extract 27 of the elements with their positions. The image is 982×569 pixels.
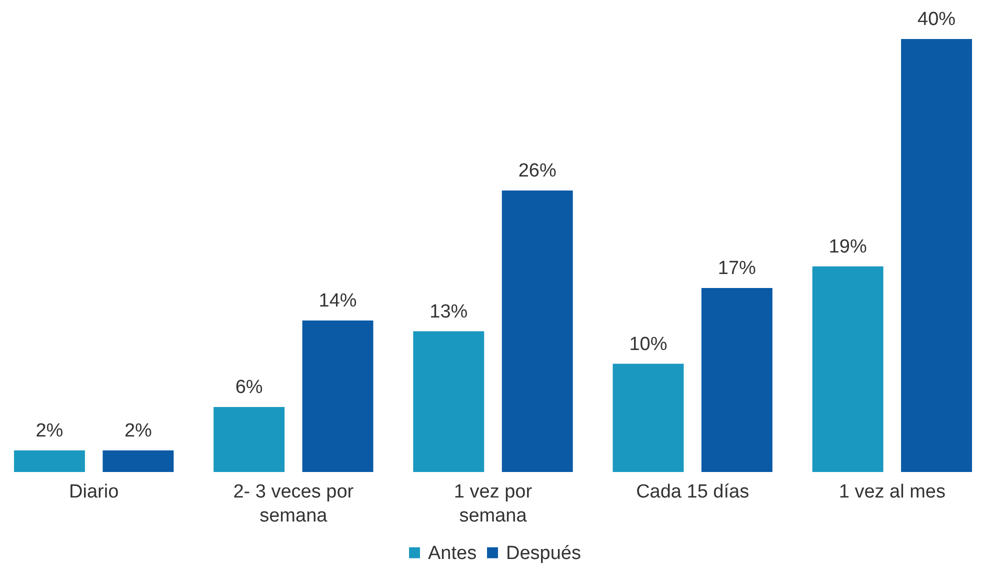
bar (214, 407, 285, 472)
legend-label: Después (506, 542, 581, 564)
x-tick-label: Cada 15 días (636, 482, 750, 502)
legend-label: Antes (428, 542, 477, 564)
data-label: 2% (124, 420, 152, 442)
x-tick-label: 2- 3 veces por semana (233, 482, 354, 526)
bar (413, 331, 484, 472)
bar (701, 288, 772, 472)
x-tick-label: Diario (69, 482, 119, 502)
data-label: 26% (518, 160, 556, 182)
bar (14, 450, 85, 472)
data-label: 19% (828, 236, 867, 258)
x-tick-label: 1 vez por semana (454, 482, 533, 526)
bar (502, 190, 573, 472)
data-label: 40% (918, 9, 956, 30)
bar (612, 364, 684, 472)
data-label: 6% (235, 377, 263, 398)
x-tick-label: 1 vez al mes (838, 482, 946, 502)
data-label: 10% (629, 334, 668, 355)
data-label: 2% (36, 420, 64, 442)
data-label: 13% (430, 301, 468, 322)
data-label: 17% (718, 258, 756, 279)
data-label: 14% (318, 290, 357, 312)
bar (102, 450, 174, 472)
bar (302, 320, 374, 472)
bar (812, 266, 884, 472)
bar (901, 39, 972, 472)
